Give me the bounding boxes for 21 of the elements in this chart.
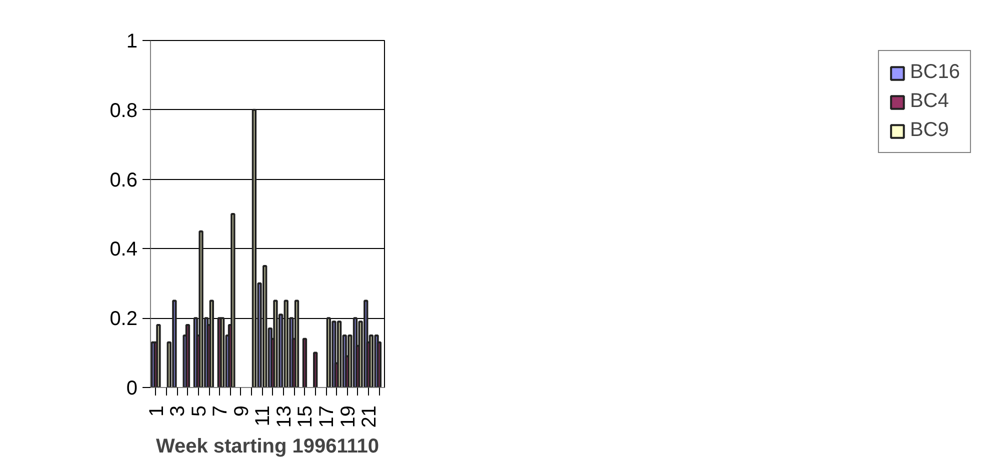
y-tick-label: 0.4 xyxy=(110,238,138,261)
x-tick-label: 1 xyxy=(146,406,168,417)
x-tick-label: 11 xyxy=(252,405,274,426)
x-tick-label: 9 xyxy=(230,406,253,417)
y-tick-label: 0.2 xyxy=(110,308,138,330)
x-axis-title: Week starting 19961110 xyxy=(156,436,380,458)
x-tick-label: 17 xyxy=(316,405,338,428)
x-tick-label: 13 xyxy=(273,405,296,428)
legend-label: BC4 xyxy=(910,90,949,113)
x-tick-label: 19 xyxy=(337,405,360,428)
x-tick-label: 3 xyxy=(167,406,190,417)
x-tick-label: 5 xyxy=(188,406,210,417)
legend-label: BC16 xyxy=(910,61,960,84)
y-tick-label: 0.6 xyxy=(110,169,138,192)
y-tick-label: 1 xyxy=(126,30,138,52)
y-tick-label: 0.8 xyxy=(110,100,138,122)
x-tick-label: 15 xyxy=(294,405,317,428)
x-tick-label: 7 xyxy=(210,406,232,417)
x-tick-label: 21 xyxy=(358,405,381,428)
legend-label: BC9 xyxy=(910,119,949,142)
y-tick-label: 0 xyxy=(126,378,138,400)
